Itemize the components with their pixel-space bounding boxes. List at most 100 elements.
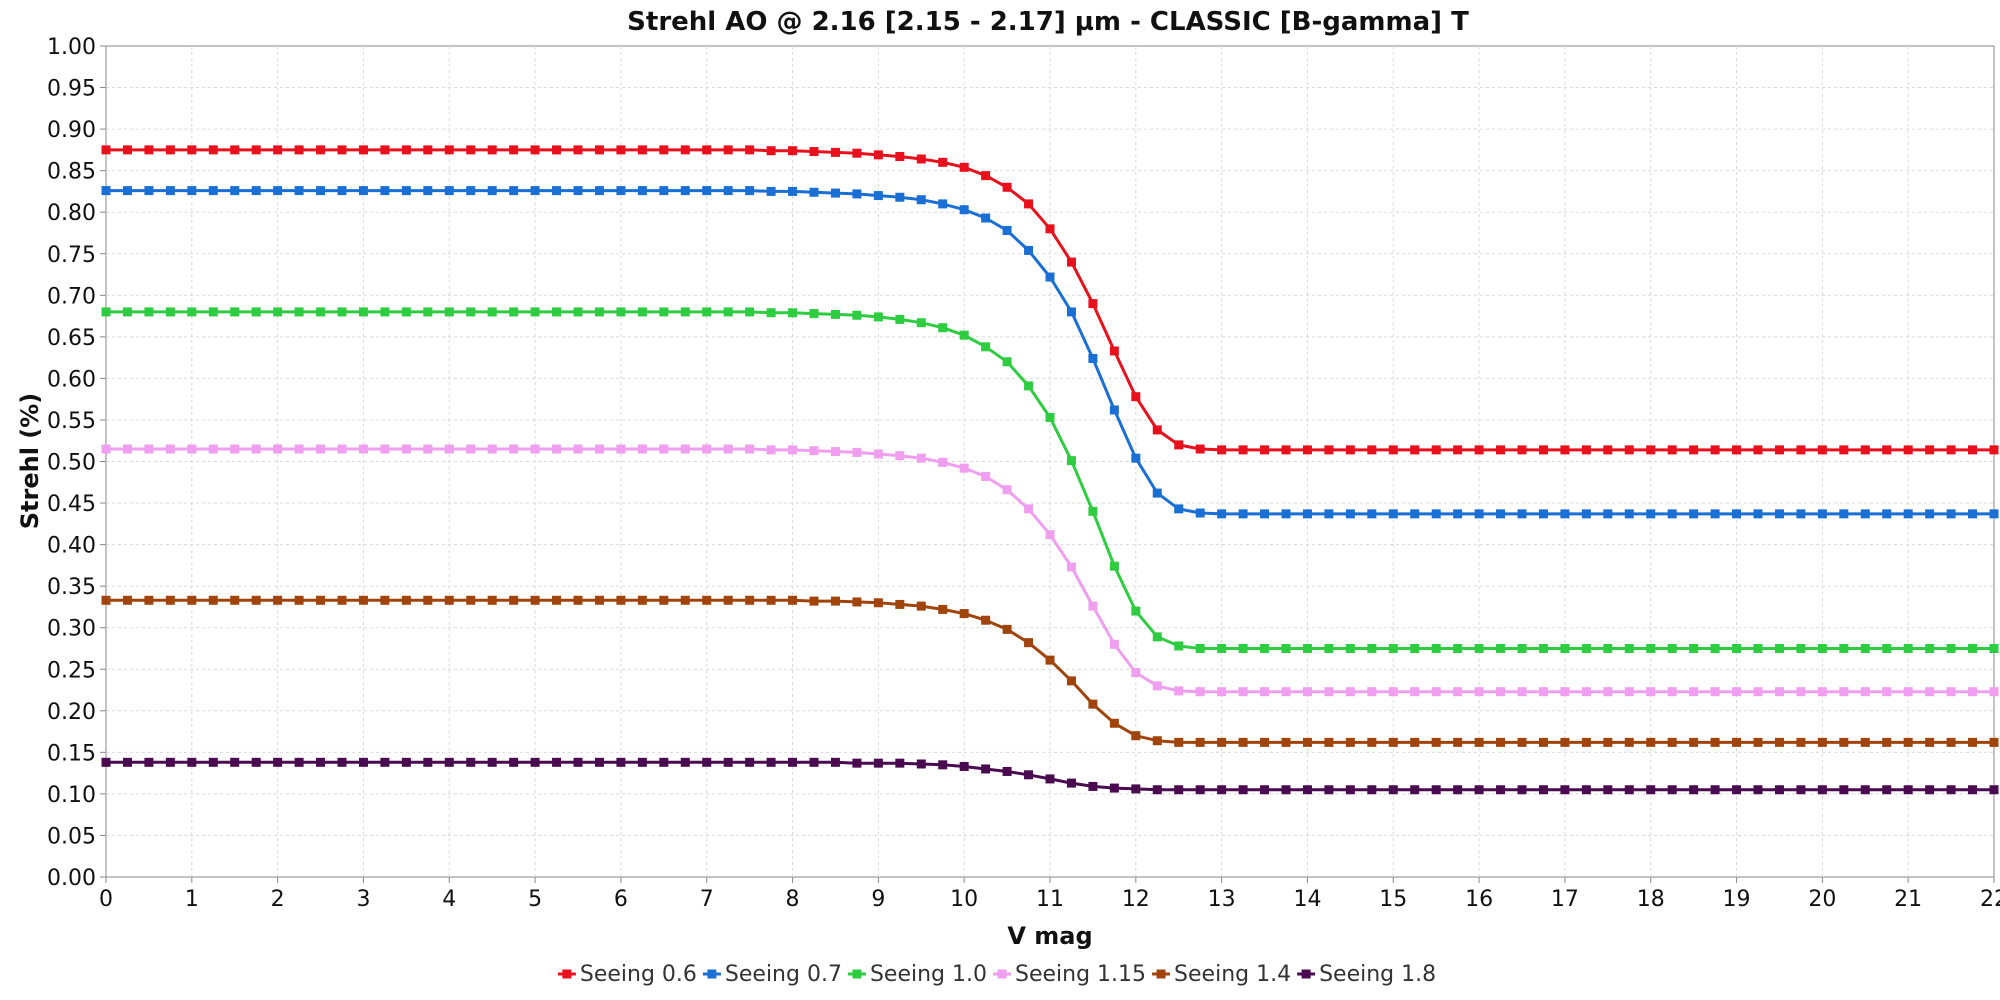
data-point: [1238, 737, 1248, 747]
data-point: [723, 595, 733, 605]
data-point: [1410, 737, 1420, 747]
data-point: [1603, 445, 1613, 455]
data-point: [1732, 643, 1742, 653]
data-point: [1839, 737, 1849, 747]
data-point: [1174, 686, 1184, 696]
data-point: [1238, 643, 1248, 653]
series-3: [101, 307, 1999, 653]
data-point: [938, 157, 948, 167]
data-point: [487, 145, 497, 155]
data-point: [1238, 509, 1248, 519]
data-point: [1603, 509, 1613, 519]
data-point: [273, 595, 283, 605]
data-point: [1989, 643, 1999, 653]
series-4: [101, 444, 1999, 697]
data-point: [659, 757, 669, 767]
data-point: [1131, 453, 1141, 463]
data-point: [1217, 445, 1227, 455]
data-point: [1152, 632, 1162, 642]
data-point: [594, 757, 604, 767]
data-point: [895, 314, 905, 324]
data-point: [873, 312, 883, 322]
data-point: [594, 145, 604, 155]
data-point: [122, 444, 132, 454]
data-point: [1882, 737, 1892, 747]
data-point: [552, 757, 562, 767]
data-point: [616, 186, 626, 196]
data-point: [873, 191, 883, 201]
data-point: [187, 595, 197, 605]
data-point: [1774, 445, 1784, 455]
data-point: [1066, 307, 1076, 317]
data-point: [401, 444, 411, 454]
data-point: [1646, 737, 1656, 747]
data-point: [745, 186, 755, 196]
data-point: [1045, 224, 1055, 234]
data-point: [273, 757, 283, 767]
data-point: [1753, 509, 1763, 519]
data-point: [981, 764, 991, 774]
data-point: [380, 595, 390, 605]
data-point: [1774, 737, 1784, 747]
data-point: [594, 595, 604, 605]
data-point: [1560, 785, 1570, 795]
data-point: [594, 186, 604, 196]
data-point: [1710, 445, 1720, 455]
data-point: [1088, 601, 1098, 611]
data-point: [1603, 643, 1613, 653]
data-point: [959, 761, 969, 771]
data-point: [1710, 785, 1720, 795]
data-point: [1066, 676, 1076, 686]
data-point: [1024, 770, 1034, 780]
data-point: [1474, 643, 1484, 653]
data-point: [852, 148, 862, 158]
data-point: [466, 307, 476, 317]
data-point: [659, 444, 669, 454]
data-point: [1689, 785, 1699, 795]
data-point: [1174, 641, 1184, 651]
data-point: [1989, 785, 1999, 795]
data-point: [895, 192, 905, 202]
data-point: [552, 186, 562, 196]
data-point: [1624, 687, 1634, 697]
data-point: [1345, 445, 1355, 455]
data-point: [1431, 509, 1441, 519]
data-point: [766, 445, 776, 455]
data-point: [745, 145, 755, 155]
x-tick-label: 0: [99, 887, 113, 912]
data-point: [723, 145, 733, 155]
data-point: [637, 757, 647, 767]
data-point: [1109, 346, 1119, 356]
x-tick-label: 12: [1122, 887, 1150, 912]
data-point: [1989, 687, 1999, 697]
data-point: [1302, 785, 1312, 795]
data-point: [1624, 785, 1634, 795]
data-point: [1367, 737, 1377, 747]
data-point: [1968, 509, 1978, 519]
data-point: [1796, 785, 1806, 795]
legend-swatch: [852, 969, 862, 979]
data-point: [1281, 643, 1291, 653]
data-point: [1560, 737, 1570, 747]
data-point: [337, 307, 347, 317]
data-point: [1217, 687, 1227, 697]
data-point: [122, 757, 132, 767]
data-point: [466, 186, 476, 196]
data-point: [530, 307, 540, 317]
data-point: [1646, 643, 1656, 653]
legend-swatch: [997, 969, 1007, 979]
data-point: [1281, 687, 1291, 697]
data-point: [895, 451, 905, 461]
data-point: [101, 145, 111, 155]
data-point: [1903, 643, 1913, 653]
data-point: [1453, 687, 1463, 697]
data-point: [1345, 509, 1355, 519]
data-point: [1603, 737, 1613, 747]
data-point: [616, 595, 626, 605]
data-point: [1581, 687, 1591, 697]
chart-title: Strehl AO @ 2.16 [2.15 - 2.17] µm - CLAS…: [627, 7, 1469, 37]
data-point: [1302, 445, 1312, 455]
data-point: [637, 444, 647, 454]
data-point: [745, 595, 755, 605]
data-point: [1796, 509, 1806, 519]
